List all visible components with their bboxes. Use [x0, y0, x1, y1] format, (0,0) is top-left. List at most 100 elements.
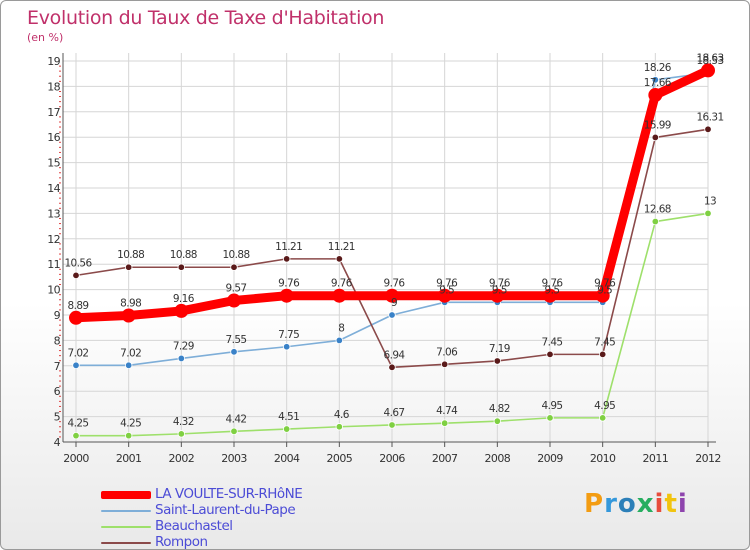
x-tick-label: 2002 [169, 452, 195, 465]
data-point [332, 288, 347, 303]
data-label: 9.76 [331, 278, 353, 290]
data-point [230, 263, 238, 271]
y-tick-label: 7 [54, 360, 61, 373]
data-label: 9.76 [436, 278, 458, 290]
y-tick-label: 13 [47, 207, 60, 220]
data-point [490, 288, 505, 303]
chart-unit-label: (en %) [27, 31, 64, 44]
data-point [124, 431, 133, 440]
data-label: 18.26 [644, 62, 672, 74]
legend-swatch [101, 542, 151, 544]
data-point [385, 288, 399, 303]
y-tick-label: 12 [47, 233, 60, 246]
x-tick-label: 2008 [485, 452, 511, 465]
x-tick-label: 2011 [643, 452, 669, 465]
legend-label: Saint-Laurent-du-Pape [155, 502, 296, 518]
data-point [595, 288, 610, 303]
data-label: 4.95 [594, 400, 615, 412]
data-label: 8.89 [68, 300, 89, 312]
data-label: 4.42 [226, 413, 247, 425]
legend-item: Saint-Laurent-du-Pape [101, 502, 401, 518]
y-tick-label: 19 [47, 55, 60, 68]
y-tick-label: 11 [47, 258, 60, 271]
data-label: 9 [391, 297, 397, 309]
data-point [704, 209, 712, 218]
data-point [598, 350, 607, 359]
data-label: 7.29 [173, 340, 194, 352]
data-point [440, 360, 449, 368]
data-point [440, 419, 449, 427]
data-label: 4.25 [120, 418, 141, 430]
series-lines [69, 63, 715, 440]
x-tick-label: 2007 [432, 452, 458, 465]
data-label: 9.5 [597, 284, 612, 296]
x-tick-label: 2003 [221, 452, 247, 465]
data-label: 9.5 [439, 284, 454, 296]
data-point [651, 76, 660, 84]
data-point [282, 425, 291, 433]
data-label: 10.56 [64, 257, 92, 269]
data-label: 17.66 [644, 77, 672, 89]
y-tick-label: 18 [47, 80, 60, 93]
data-point [651, 217, 660, 226]
logo-letter: t [664, 489, 678, 519]
proxiti-logo[interactable]: Proxiti [584, 489, 688, 519]
data-label: 7.19 [489, 343, 510, 355]
data-label: 4.32 [173, 416, 194, 428]
data-label: 9.5 [492, 284, 507, 296]
data-labels: 4.25 4.25 4.32 4.42 4.51 4.6 4.67 4.74 4.82 4.95 4… [64, 52, 724, 430]
legend-item: Rompon [101, 534, 401, 550]
x-tick-label: 2005 [327, 452, 353, 465]
legend-item: Beauchastel [101, 518, 401, 534]
logo-letter: i [654, 489, 665, 519]
data-label: 4.51 [278, 411, 299, 423]
data-label: 10.88 [170, 249, 197, 261]
x-tick-label: 2012 [695, 452, 721, 465]
logo-letter: x [636, 489, 655, 519]
data-label: 9.76 [542, 278, 564, 290]
data-label: 15.99 [644, 119, 671, 131]
data-point [335, 336, 344, 345]
data-label: 9.16 [173, 293, 195, 305]
legend-label: Rompon [155, 534, 208, 550]
data-point [543, 288, 557, 303]
data-label: 10.88 [222, 249, 249, 261]
data-label: 9.76 [594, 278, 616, 290]
logo-letter: i [677, 489, 688, 519]
data-label: 7.45 [594, 336, 615, 348]
data-point [546, 350, 554, 359]
data-label: 9.76 [278, 278, 300, 290]
y-tick-label: 17 [47, 106, 60, 119]
data-label: 13 [704, 195, 716, 207]
data-point [546, 414, 554, 422]
y-tick-label: 6 [54, 385, 61, 398]
data-point [701, 63, 715, 78]
y-tick-label: 16 [47, 131, 60, 144]
data-point [335, 423, 344, 431]
x-tick-label: 2010 [590, 452, 616, 465]
legend-label: Beauchastel [155, 518, 233, 534]
data-point [282, 255, 291, 263]
data-point [282, 343, 291, 351]
data-point [177, 354, 186, 363]
y-tick-label: 14 [47, 182, 60, 195]
y-tick-label: 15 [47, 157, 60, 170]
legend-swatch [101, 526, 151, 528]
chart-title: Evolution du Taux de Taxe d'Habitation [27, 7, 385, 29]
data-label: 7.02 [68, 347, 89, 359]
y-tick-label: 4 [54, 436, 61, 449]
legend-swatch [101, 510, 151, 512]
data-label: 4.6 [334, 409, 350, 421]
data-point [69, 310, 83, 325]
x-tick-label: 2009 [537, 452, 563, 465]
data-point [230, 427, 238, 436]
data-label: 7.75 [278, 329, 299, 341]
legend-label: LA VOULTE-SUR-RHôNE [155, 486, 303, 502]
data-point [493, 357, 502, 365]
data-label: 8 [338, 322, 344, 334]
data-point [704, 125, 712, 134]
y-tick-label: 10 [47, 284, 60, 297]
data-label: 7.06 [436, 346, 458, 358]
